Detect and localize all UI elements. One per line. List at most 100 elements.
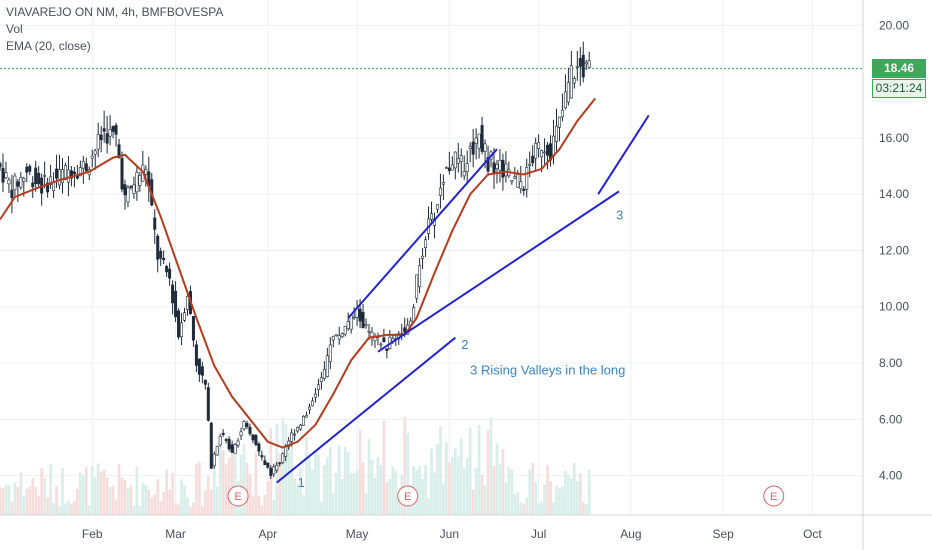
earnings-marker: [397, 485, 419, 507]
volume-bar: [326, 457, 329, 515]
annotation-label: 2: [461, 337, 468, 352]
volume-bar: [546, 465, 549, 515]
candle-body: [554, 125, 558, 142]
price-tick-label: 12.00: [879, 243, 909, 257]
price-tick-label: 14.00: [879, 187, 909, 201]
candle-body: [563, 91, 567, 109]
candle-body: [126, 187, 130, 203]
volume-bar: [7, 485, 11, 515]
volume-bar: [424, 464, 427, 515]
candle-body: [468, 146, 472, 149]
volume-bar: [129, 485, 133, 515]
candle-body: [129, 186, 133, 188]
volume-bar: [43, 478, 46, 515]
candle-body: [415, 274, 419, 299]
volume-bar: [117, 463, 121, 515]
symbol-title[interactable]: VIAVAREJO ON NM, 4h, BMFBOVESPA: [6, 5, 224, 19]
candle-body: [251, 434, 255, 441]
candle-body: [168, 268, 172, 279]
volume-bar: [540, 501, 543, 515]
candle-body: [90, 155, 94, 159]
candle-body: [462, 170, 466, 177]
volume-bar: [358, 429, 362, 515]
candle-body: [313, 393, 317, 398]
candle-body: [43, 175, 47, 177]
volume-bar: [79, 472, 82, 515]
volume-bar: [584, 504, 588, 515]
volume-bar: [278, 453, 282, 515]
volume-bar: [37, 496, 40, 515]
volume-bar: [552, 502, 555, 515]
volume-bar: [587, 469, 591, 515]
volume-bar: [82, 474, 85, 515]
candle-body: [531, 155, 535, 164]
volume-bar: [25, 488, 29, 515]
candle-body: [281, 453, 285, 463]
candle-body: [260, 455, 264, 458]
volume-indicator-label[interactable]: Vol: [6, 22, 23, 36]
candle-body: [215, 446, 219, 456]
volume-bar: [67, 500, 70, 515]
volume-bar: [308, 454, 311, 515]
volume-bar: [489, 417, 493, 515]
volume-bar: [70, 504, 73, 515]
volume-bar: [209, 489, 213, 515]
volume-bar: [183, 485, 186, 515]
candle-body: [578, 58, 582, 67]
volume-bar: [394, 470, 398, 515]
candle-body: [138, 175, 142, 186]
volume-bar: [233, 450, 237, 515]
candle-body: [543, 151, 547, 154]
candle-body: [444, 167, 448, 169]
candle-body: [99, 134, 103, 141]
volume-bar: [302, 494, 305, 515]
candle-body: [486, 157, 490, 172]
volume-bar: [361, 462, 365, 515]
volume-bar: [16, 486, 20, 515]
candle-body: [174, 290, 178, 318]
time-axis[interactable]: Feb Mar Apr May Jun Jul Aug Sep Oct: [82, 527, 823, 541]
candle-body: [581, 54, 585, 78]
volume-bar: [123, 480, 127, 515]
volume-bar: [10, 501, 14, 515]
volume-bar: [156, 479, 160, 515]
volume-bar: [483, 485, 487, 515]
candle-body: [418, 265, 422, 288]
volume-bar: [492, 465, 496, 515]
candle-body: [316, 384, 320, 390]
candle-body: [456, 158, 460, 164]
candle-body: [165, 266, 169, 273]
trendline: [597, 114, 650, 195]
volume-bar: [296, 483, 299, 515]
candle-body: [424, 239, 428, 248]
candle-body: [236, 440, 240, 446]
volume-bar: [376, 456, 380, 515]
trendlines[interactable]: [276, 114, 650, 484]
candle-body: [4, 172, 8, 179]
volume-bar: [254, 452, 258, 515]
volume-bar: [573, 462, 576, 515]
candle-body: [322, 369, 326, 379]
volume-bar: [498, 463, 502, 515]
volume-bar: [480, 474, 484, 515]
candle-body: [46, 182, 50, 193]
candle-body: [477, 133, 481, 149]
volume-bar: [379, 465, 383, 515]
price-axis[interactable]: 20.00 16.00 14.00 12.00 10.00 8.00 6.00 4.00: [879, 18, 909, 482]
volume-bar: [284, 424, 287, 515]
candle-body: [528, 163, 532, 166]
ema-indicator-label[interactable]: EMA (20, close): [6, 39, 91, 53]
volume-bar: [168, 489, 171, 515]
volume-bar: [340, 479, 344, 515]
candle-body: [346, 321, 350, 329]
volume-bar: [346, 451, 350, 515]
volume-bar: [99, 471, 103, 515]
volume-bar: [245, 462, 249, 515]
candle-body: [540, 150, 544, 158]
volume-bar: [215, 486, 219, 515]
candle-body: [254, 435, 258, 445]
candle-body: [78, 167, 82, 177]
candle-body: [177, 310, 181, 338]
